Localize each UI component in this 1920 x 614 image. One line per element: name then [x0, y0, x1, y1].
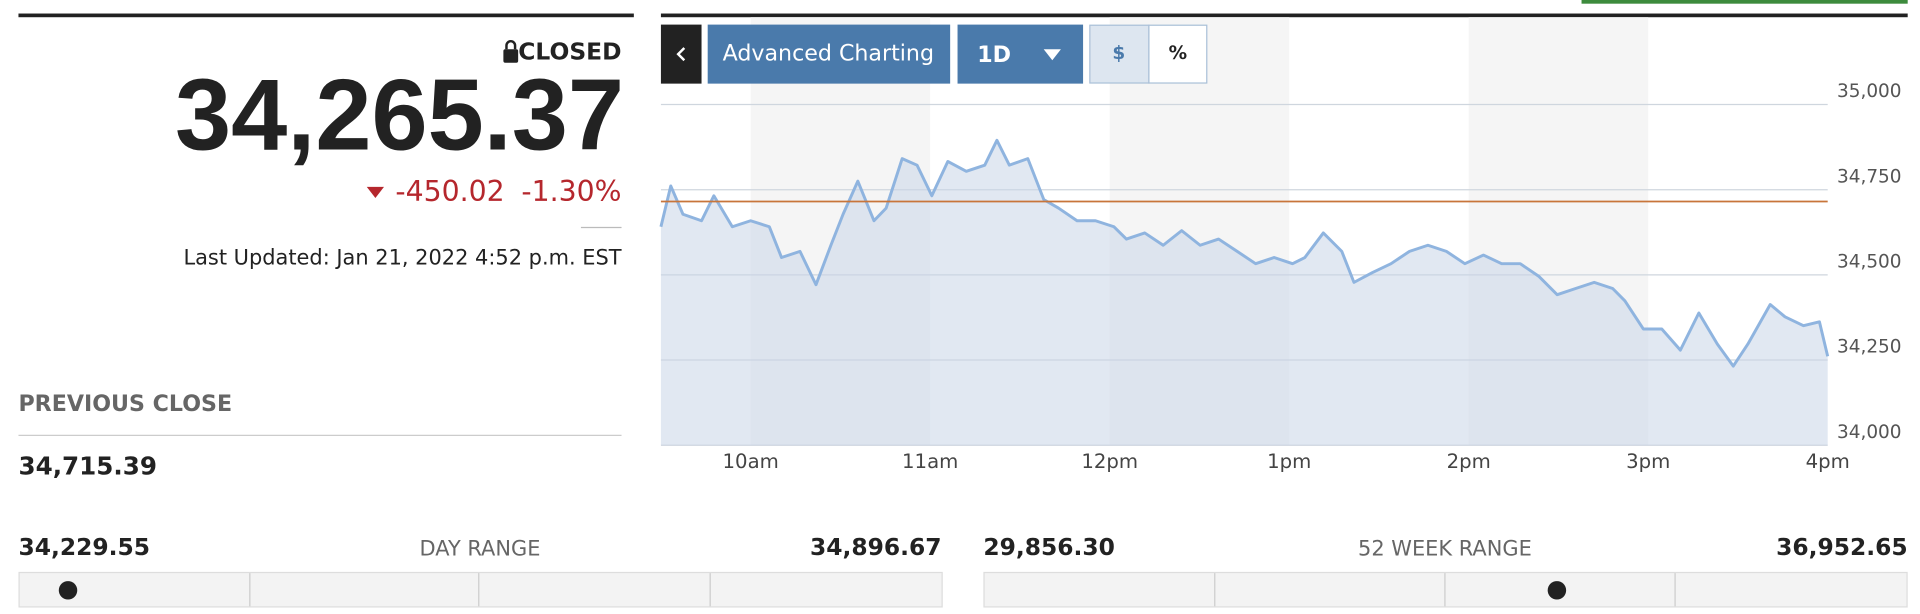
interval-text[interactable]: 1D [977, 42, 1011, 68]
x-tick-label: 12pm [1081, 450, 1138, 473]
x-tick-label: 2pm [1447, 450, 1491, 473]
week52-range-label: 52 WEEK RANGE [1358, 537, 1532, 561]
x-tick-label: 10am [723, 450, 779, 473]
y-tick-label: 34,000 [1837, 422, 1902, 443]
back-button[interactable] [660, 24, 702, 84]
day-high: 34,896.67 [810, 533, 942, 561]
y-tick-label: 34,750 [1837, 166, 1902, 187]
price-line [659, 138, 1830, 368]
plot: 34,000 34,250 34,500 34,750 35,000 10am 11am 12… [659, 17, 1902, 473]
y-tick-label: 35,000 [1837, 81, 1902, 102]
week52-low: 29,856.30 [983, 533, 1115, 561]
dropdown-arrow [1043, 49, 1061, 61]
interval-dropdown[interactable] [957, 24, 1084, 84]
range-bar [18, 571, 943, 608]
rule [660, 13, 1908, 18]
percent-toggle[interactable] [1148, 24, 1208, 84]
price: 34,265.37 [175, 60, 624, 172]
day-low: 34,229.55 [18, 533, 150, 561]
advanced-charting-button[interactable] [707, 24, 951, 84]
down-arrow [366, 186, 384, 199]
area [660, 140, 1828, 446]
y-tick-label: 34,500 [1837, 252, 1902, 273]
x-tick-label: 3pm [1626, 450, 1670, 473]
percent-text[interactable]: % [1169, 43, 1187, 64]
x-tick-label: 1pm [1267, 450, 1311, 473]
change: -450.02 [395, 175, 504, 208]
previous-close-value: 34,715.39 [18, 451, 157, 480]
rule [18, 13, 634, 18]
x-tick-label: 11am [902, 450, 958, 473]
market-status: CLOSED [518, 37, 621, 65]
range-bar [983, 571, 1908, 608]
day-range-label: DAY RANGE [420, 537, 541, 561]
previous-close-label: PREVIOUS CLOSE [18, 391, 232, 417]
tab-bar [1581, 0, 1908, 4]
y-tick-label: 34,250 [1837, 337, 1902, 358]
advanced-charting-text[interactable]: Advanced Charting [723, 41, 934, 67]
range-marker [58, 581, 78, 600]
range-marker [1547, 581, 1567, 600]
dollar-text[interactable]: $ [1112, 43, 1125, 64]
last-updated: Last Updated: Jan 21, 2022 4:52 p.m. EST [183, 245, 621, 269]
lock-icon [503, 39, 519, 63]
change-percent: -1.30% [521, 175, 621, 208]
week52-high: 36,952.65 [1776, 533, 1908, 561]
x-tick-label: 4pm [1806, 450, 1850, 473]
